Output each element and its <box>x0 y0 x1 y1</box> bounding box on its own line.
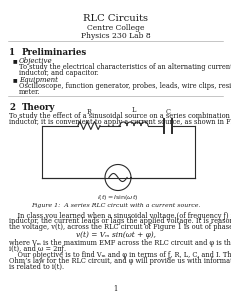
Text: Physics 230 Lab 8: Physics 230 Lab 8 <box>81 32 150 40</box>
Text: To study the effect of a sinusoidal source on a series combination of a resistor: To study the effect of a sinusoidal sour… <box>9 112 231 120</box>
Text: inductor, and capacitor.: inductor, and capacitor. <box>19 69 99 77</box>
Text: Preliminaries: Preliminaries <box>22 48 87 57</box>
Text: Equipment: Equipment <box>19 76 58 84</box>
Text: C: C <box>165 109 170 116</box>
Text: 2: 2 <box>9 103 15 112</box>
Text: Oscilloscope, function generator, probes, leads, wire clips, resistor, capacitor: Oscilloscope, function generator, probes… <box>19 82 231 90</box>
Text: R: R <box>86 109 91 116</box>
Text: ■: ■ <box>13 77 18 82</box>
Text: Centre College: Centre College <box>87 24 144 32</box>
Text: ■: ■ <box>13 58 18 63</box>
Text: In class you learned when a sinusoidal voltage (of frequency ƒ) is applied to a : In class you learned when a sinusoidal v… <box>9 212 231 220</box>
Text: the voltage, v(t), across the RLC circuit of Figure 1 is out of phase with the c: the voltage, v(t), across the RLC circui… <box>9 223 231 231</box>
Text: inductor, it is convenient to apply a current source, as shown in Figure 1.: inductor, it is convenient to apply a cu… <box>9 118 231 125</box>
Text: inductor, the current leads or lags the applied voltage. It is reasonable, there: inductor, the current leads or lags the … <box>9 217 231 225</box>
Text: where Vₘ is the maximum EMF across the RLC circuit and φ is the phase angle betw: where Vₘ is the maximum EMF across the R… <box>9 239 231 247</box>
Text: i(t), and ω = 2πƒ.: i(t), and ω = 2πƒ. <box>9 244 66 253</box>
Text: v(t) = Vₘ sin(ωt + φ),: v(t) = Vₘ sin(ωt + φ), <box>76 231 155 239</box>
Text: Objective: Objective <box>19 57 53 65</box>
Text: meter.: meter. <box>19 88 41 96</box>
Text: To study the electrical characteristics of an alternating current circuit contai: To study the electrical characteristics … <box>19 63 231 71</box>
Text: Our objective is to find Vₘ and φ in terms of ƒ, R, L, C, and I. The equation fo: Our objective is to find Vₘ and φ in ter… <box>9 251 231 259</box>
Text: 1: 1 <box>9 48 15 57</box>
Text: Figure 1:  A series RLC circuit with a current source.: Figure 1: A series RLC circuit with a cu… <box>31 202 200 208</box>
Text: Ohm’s law for the RLC circuit, and φ will provide us with information about how : Ohm’s law for the RLC circuit, and φ wil… <box>9 257 231 265</box>
Text: 1: 1 <box>113 285 118 293</box>
Text: Theory: Theory <box>22 103 55 112</box>
Text: is related to i(t).: is related to i(t). <box>9 262 64 271</box>
Text: $i(t) = I\sin(\omega t)$: $i(t) = I\sin(\omega t)$ <box>97 193 139 202</box>
Text: RLC Circuits: RLC Circuits <box>83 14 148 23</box>
Text: L: L <box>132 106 136 115</box>
